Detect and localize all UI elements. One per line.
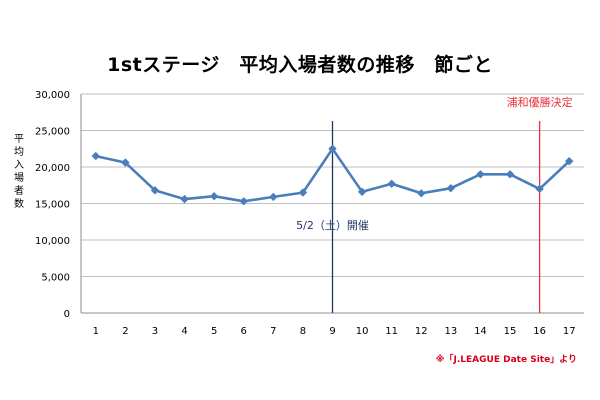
data-point [387, 179, 396, 188]
y-tick-label: 15,000 [35, 200, 70, 211]
x-tick-label: 10 [356, 326, 369, 337]
y-axis-label: 平均入場者数 [14, 134, 24, 210]
x-tick-label: 8 [300, 326, 306, 337]
x-tick-label: 14 [474, 326, 487, 337]
y-tick-label: 10,000 [35, 236, 70, 247]
x-tick-label: 12 [415, 326, 428, 337]
data-point [417, 189, 426, 198]
x-tick-label: 16 [533, 326, 546, 337]
annotations: 5/2（土）開催 浦和優勝決定 [296, 95, 573, 313]
y-tick-label: 0 [64, 309, 70, 320]
x-tick-label: 13 [444, 326, 457, 337]
x-tick-label: 11 [385, 326, 398, 337]
y-tick-label: 30,000 [35, 90, 70, 101]
data-point [209, 192, 219, 201]
annotation-label: 5/2（土）開催 [296, 218, 369, 232]
source-note: ※「J.LEAGUE Date Site」より [435, 355, 577, 365]
data-point [180, 194, 189, 204]
data-point [239, 197, 248, 206]
data-point [298, 188, 308, 197]
data-point [150, 186, 160, 195]
y-axis: 0 5,000 10,000 15,000 20,000 25,000 30,000 [35, 90, 82, 320]
data-point [535, 184, 544, 194]
x-tick-label: 15 [504, 326, 517, 337]
x-tick-label: 2 [122, 326, 128, 337]
data-point [91, 151, 100, 161]
data-point [269, 192, 278, 202]
y-tick-label: 20,000 [35, 163, 70, 174]
data-point [446, 183, 456, 193]
x-tick-label: 7 [270, 326, 276, 337]
chart-title: 1stステージ 平均入場者数の推移 節ごと [107, 54, 493, 76]
x-tick-label: 9 [329, 326, 335, 337]
y-tick-label: 25,000 [35, 127, 70, 138]
data-point [505, 170, 515, 179]
x-tick-label: 3 [152, 326, 158, 337]
annotation-label: 浦和優勝決定 [507, 95, 573, 109]
x-axis: 1 2 3 4 5 6 7 8 9 10 11 12 13 14 15 16 17 [93, 326, 576, 337]
x-tick-label: 1 [93, 326, 99, 337]
series [91, 144, 574, 206]
y-tick-label: 5,000 [41, 273, 70, 284]
data-point [121, 158, 130, 167]
data-point [565, 156, 574, 166]
data-point [328, 144, 337, 153]
x-tick-label: 6 [241, 326, 247, 337]
data-point [476, 170, 485, 179]
data-point [357, 187, 367, 197]
x-tick-label: 17 [563, 326, 576, 337]
x-tick-label: 4 [181, 326, 187, 337]
x-tick-label: 5 [211, 326, 217, 337]
